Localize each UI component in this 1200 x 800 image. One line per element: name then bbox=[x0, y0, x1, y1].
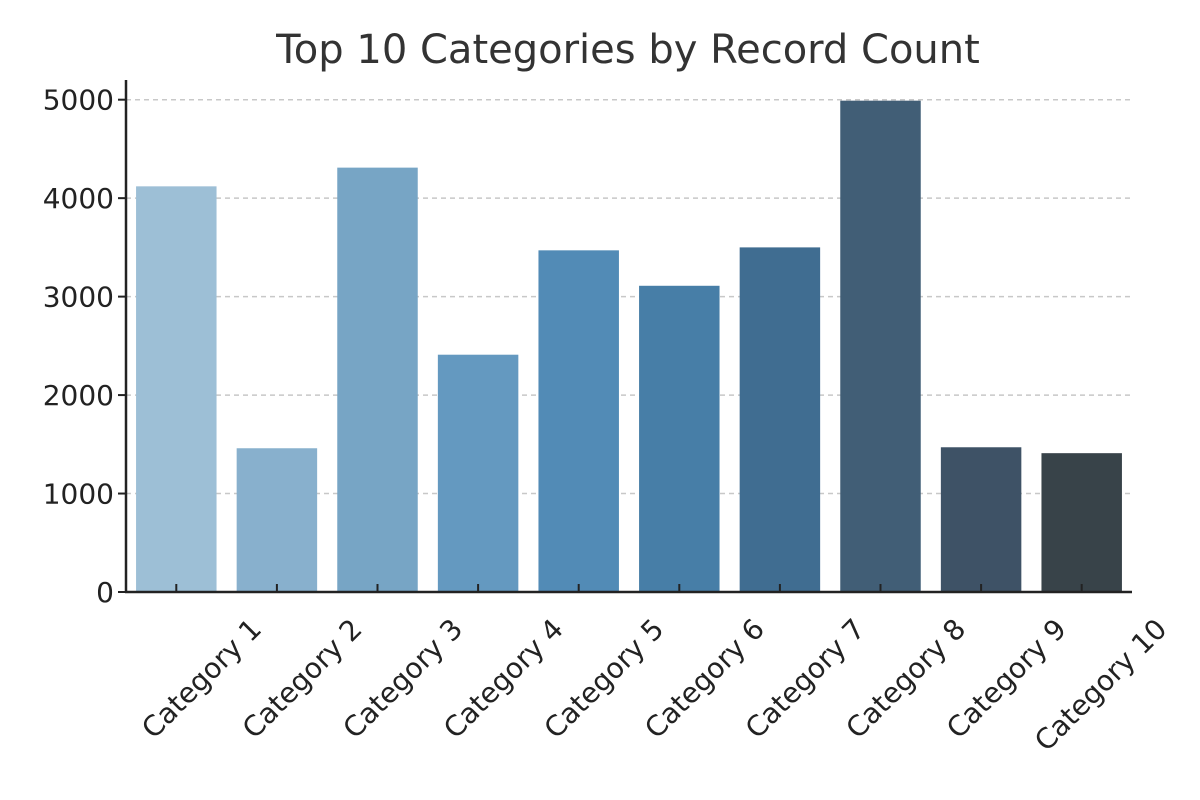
bars bbox=[136, 100, 1122, 593]
y-tick-label-0: 0 bbox=[96, 576, 114, 609]
grid-lines bbox=[126, 98, 1132, 495]
y-axis-ticks: 0 1000 2000 3000 4000 5000 bbox=[43, 84, 126, 609]
chart-title: Top 10 Categories by Record Count bbox=[275, 27, 980, 73]
bar-category-1 bbox=[136, 186, 217, 593]
y-tick-label-4: 4000 bbox=[43, 182, 114, 215]
y-tick-label-3: 3000 bbox=[43, 281, 114, 314]
bar-category-8 bbox=[840, 100, 921, 592]
bar-category-5 bbox=[538, 250, 619, 593]
bar-category-9 bbox=[940, 447, 1022, 592]
axes bbox=[124, 80, 1132, 594]
y-tick-label-1: 1000 bbox=[43, 478, 114, 511]
bar-category-4 bbox=[437, 354, 519, 592]
y-tick-label-2: 2000 bbox=[43, 379, 114, 412]
y-tick-label-5: 5000 bbox=[43, 84, 114, 117]
bar-category-10 bbox=[1041, 453, 1122, 592]
bar-category-7 bbox=[739, 247, 821, 592]
bar-category-6 bbox=[639, 285, 720, 592]
bar-category-2 bbox=[236, 448, 318, 592]
bar-category-3 bbox=[337, 167, 418, 592]
